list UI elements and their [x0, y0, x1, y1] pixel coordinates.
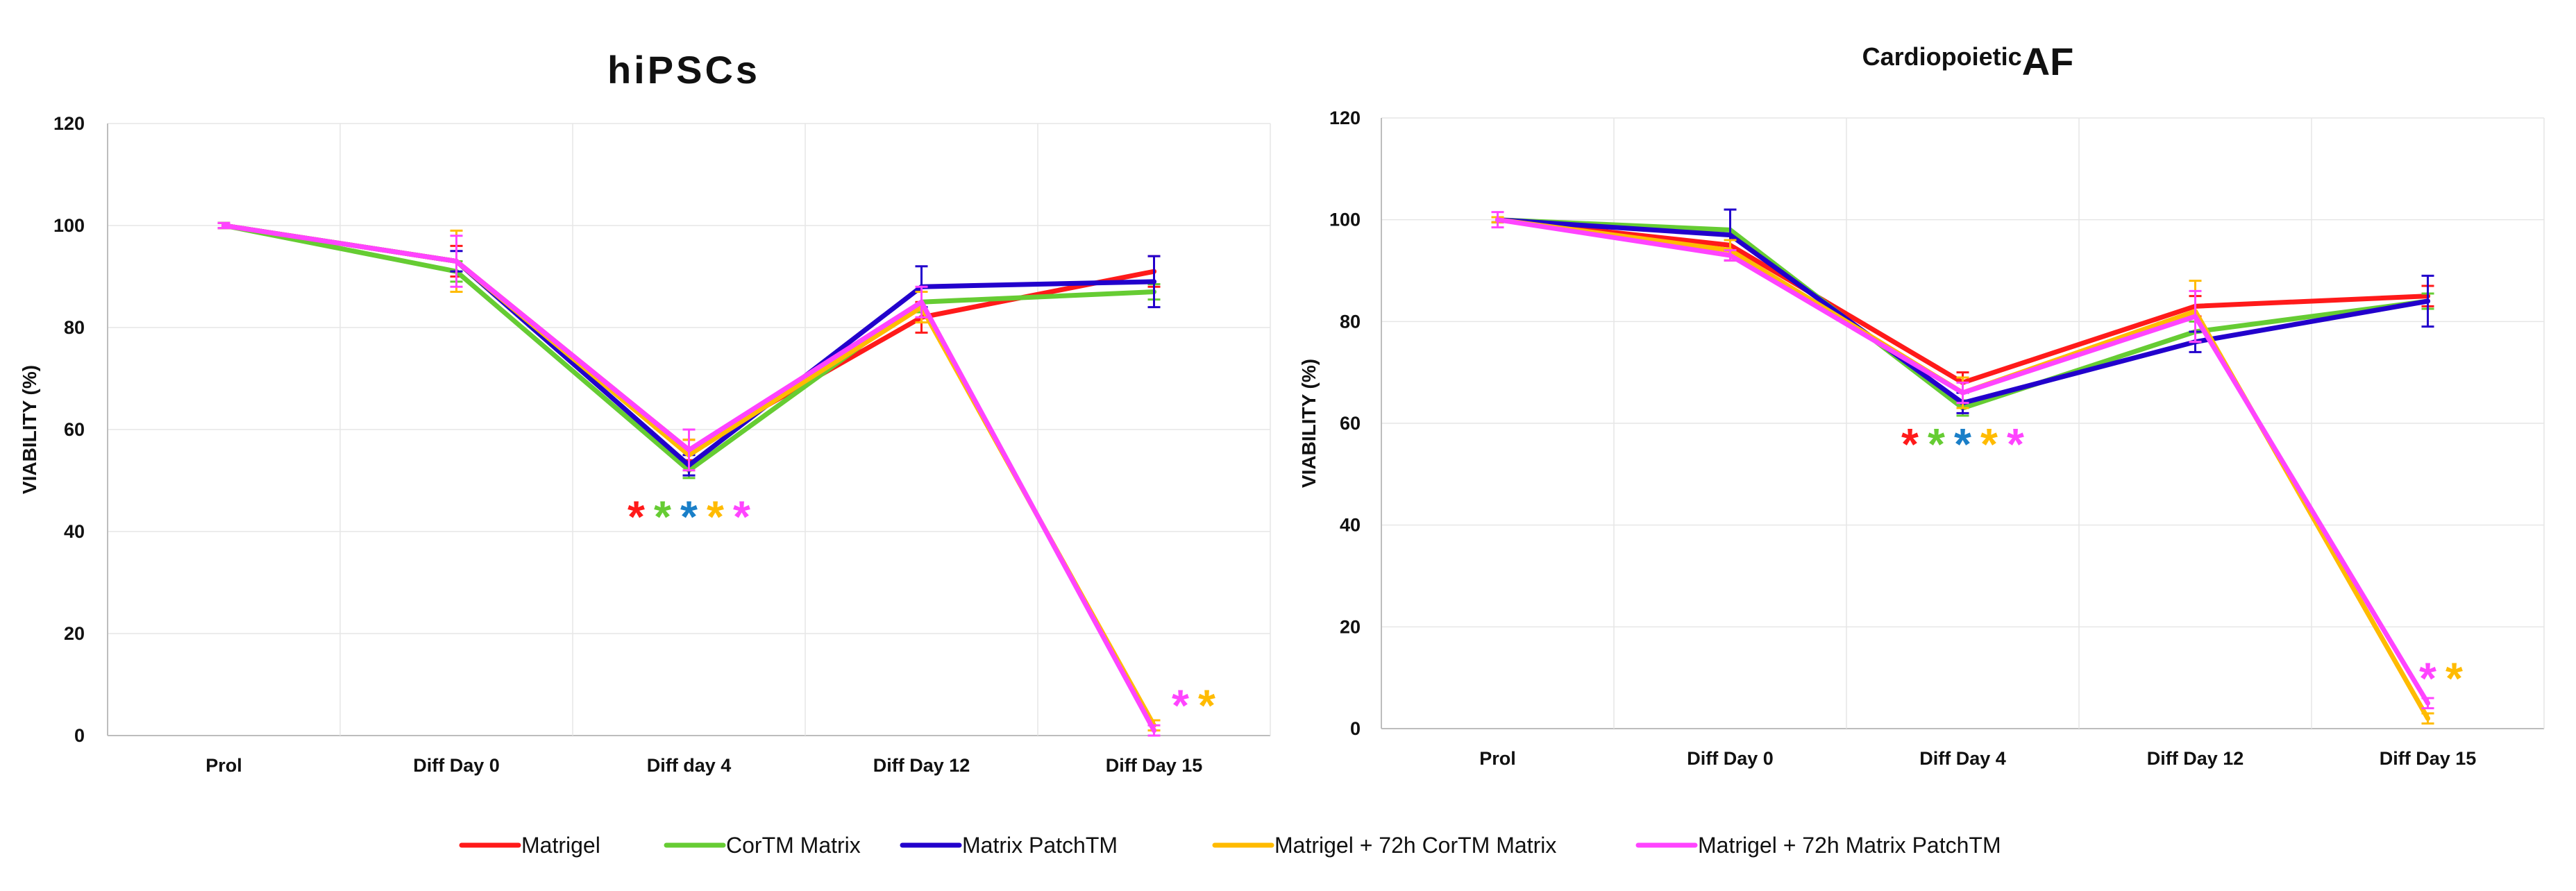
x-tick-label: Diff Day 12 [2147, 748, 2244, 769]
data-point [2193, 314, 2198, 319]
legend: Matrigel CorTM Matrix Matrix PatchTM Matrig… [459, 833, 2001, 858]
chart-title-prefix: Cardiopoietic [1862, 42, 2022, 71]
data-point [2425, 298, 2430, 304]
significance-asterisk: * [2007, 419, 2024, 469]
x-tick-label: Prol [205, 755, 242, 776]
x-tick-label: Diff Day 0 [1687, 748, 1774, 769]
y-tick-label: 120 [53, 113, 85, 134]
data-point [454, 258, 459, 264]
y-axis-label: VIABILITY (%) [19, 365, 40, 494]
significance-asterisk: * [680, 492, 698, 542]
series-matrigel-72h-matrix-patchtm [1491, 211, 2434, 710]
significance-asterisk: * [1954, 419, 1971, 469]
data-point [1152, 728, 1156, 733]
x-tick-label: Diff Day 4 [1919, 748, 2006, 769]
data-point [2425, 715, 2430, 721]
series-line [1495, 217, 2430, 385]
y-tick-label: 40 [1340, 515, 1361, 536]
x-tick-label: Prol [1479, 748, 1516, 769]
significance-asterisk: * [2445, 653, 2463, 703]
y-tick-label: 120 [1329, 108, 1361, 128]
legend-label: Matrigel + 72h Matrix PatchTM [1698, 833, 2001, 858]
significance-asterisk: * [707, 492, 724, 542]
legend-item: Matrigel [459, 833, 600, 858]
significance-asterisk: * [1198, 681, 1215, 731]
y-axis-label: VIABILITY (%) [1298, 359, 1320, 488]
chart-cardiopoietic-af: 0 20 40 60 80 100 120 Prol Diff Day 0 Diff Day 4 D… [1298, 40, 2545, 769]
significance-asterisk: * [2419, 653, 2436, 703]
y-tick-label: 80 [1340, 311, 1361, 332]
legend-item: Matrigel + 72h CorTM Matrix [1212, 833, 1556, 858]
significance-asterisk: * [628, 492, 645, 542]
chart-title: CardiopoieticAF [1862, 40, 2074, 83]
y-tick-label: 40 [64, 521, 85, 542]
y-tick-label: 60 [64, 419, 85, 440]
y-tick-label: 100 [53, 215, 85, 236]
chart-title-main: hiPSCs [607, 48, 760, 92]
chart-title-main: AF [2022, 40, 2074, 83]
significance-asterisk: * [1172, 681, 1189, 731]
series-matrigel [217, 221, 1161, 461]
data-point [919, 299, 924, 305]
data-point [1495, 217, 1500, 223]
data-point [1728, 232, 1733, 238]
y-tick-label: 60 [1340, 413, 1361, 434]
legend-label: Matrigel + 72h CorTM Matrix [1274, 833, 1556, 858]
data-point [1152, 279, 1156, 285]
y-tick-label: 0 [74, 725, 85, 746]
chart-hipscs: 0 20 40 60 80 100 120 Prol Diff Day 0 Diff day 4 D… [19, 48, 1271, 776]
data-point [687, 447, 691, 452]
x-tick-label: Diff Day 0 [413, 755, 500, 776]
x-tick-label: Diff Day 12 [873, 755, 970, 776]
series-matrigel [1491, 216, 2434, 394]
y-tick-label: 0 [1350, 718, 1361, 739]
legend-item: Matrix PatchTM [900, 833, 1118, 858]
significance-asterisk: * [1901, 419, 1919, 469]
legend-item: Matrigel + 72h Matrix PatchTM [1635, 833, 2001, 858]
significance-asterisk: * [1980, 419, 1998, 469]
series-matrigel-72h-cortm-matrix [1491, 216, 2434, 725]
data-point [221, 223, 226, 228]
x-tick-label: Diff Day 15 [2380, 748, 2477, 769]
x-tick-label: Diff Day 15 [1106, 755, 1203, 776]
data-point [2425, 700, 2430, 706]
y-tick-label: 100 [1329, 210, 1361, 230]
y-tick-label: 80 [64, 317, 85, 338]
chart-title: hiPSCs [607, 48, 760, 92]
y-tick-label: 20 [1340, 616, 1361, 637]
significance-asterisk: * [654, 492, 671, 542]
series-matrigel-72h-matrix-patchtm [217, 221, 1161, 737]
data-point [1960, 390, 1965, 396]
significance-asterisk: * [1928, 419, 1945, 469]
x-tick-label: Diff day 4 [647, 755, 732, 776]
legend-item: CorTM Matrix [664, 833, 861, 858]
significance-asterisk: * [733, 492, 750, 542]
series-line [221, 223, 1156, 452]
legend-label: CorTM Matrix [726, 833, 861, 858]
y-tick-label: 20 [64, 623, 85, 644]
legend-label: Matrix PatchTM [962, 833, 1118, 858]
data-point [1728, 253, 1733, 258]
legend-label: Matrigel [521, 833, 600, 858]
